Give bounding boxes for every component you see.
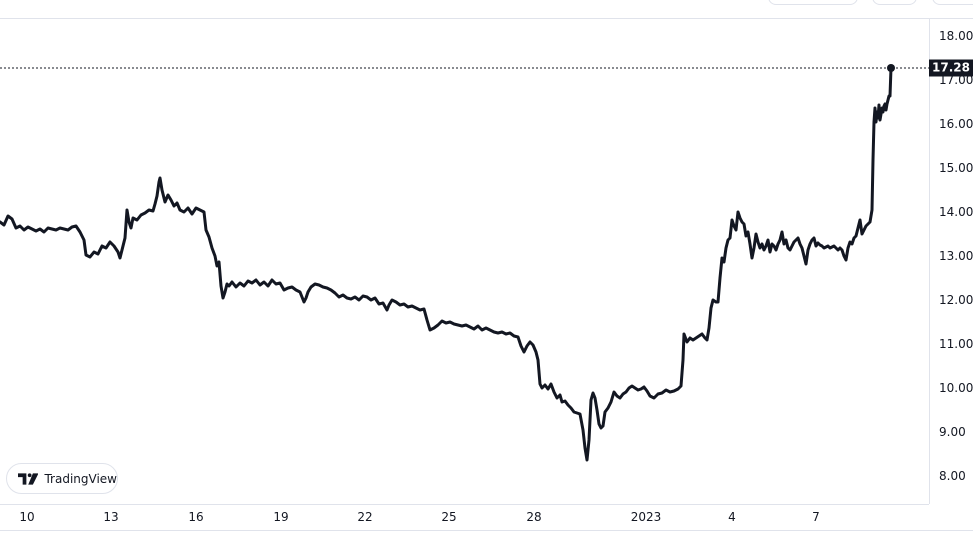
price-tick: 9.00 bbox=[939, 425, 966, 439]
time-tick: 13 bbox=[103, 510, 119, 524]
price-tick: 17.00 bbox=[939, 73, 973, 87]
time-tick: 10 bbox=[19, 510, 35, 524]
tradingview-label: TradingView bbox=[44, 471, 117, 486]
time-tick: 4 bbox=[728, 510, 736, 524]
tradingview-badge[interactable]: TradingView bbox=[6, 463, 118, 494]
price-tick: 14.00 bbox=[939, 205, 973, 219]
chart-plot-area[interactable] bbox=[0, 19, 929, 505]
price-tick: 15.00 bbox=[939, 161, 973, 175]
tradingview-logo-icon bbox=[18, 472, 39, 485]
price-tick: 11.00 bbox=[939, 337, 973, 351]
price-series-line bbox=[0, 66, 893, 462]
top-toolbar bbox=[0, 0, 973, 19]
time-tick: 25 bbox=[441, 510, 457, 524]
time-tick: 7 bbox=[812, 510, 820, 524]
price-tick: 13.00 bbox=[939, 249, 973, 263]
price-tick: 18.00 bbox=[939, 29, 973, 43]
price-axis[interactable]: 18.00 17.00 16.00 15.00 14.00 13.00 12.0… bbox=[929, 19, 973, 504]
price-tick: 10.00 bbox=[939, 381, 973, 395]
price-tick: 8.00 bbox=[939, 469, 966, 483]
price-tick: 16.00 bbox=[939, 117, 973, 131]
time-tick: 19 bbox=[273, 510, 289, 524]
time-axis[interactable]: 10 13 16 19 22 25 28 2023 4 7 bbox=[0, 505, 973, 531]
time-tick: 16 bbox=[188, 510, 204, 524]
time-tick: 2023 bbox=[630, 510, 662, 524]
time-tick: 22 bbox=[357, 510, 373, 524]
time-tick: 28 bbox=[526, 510, 542, 524]
price-tick: 12.00 bbox=[939, 293, 973, 307]
last-price-marker bbox=[887, 64, 895, 72]
last-price-label: 17.28 bbox=[929, 59, 973, 77]
